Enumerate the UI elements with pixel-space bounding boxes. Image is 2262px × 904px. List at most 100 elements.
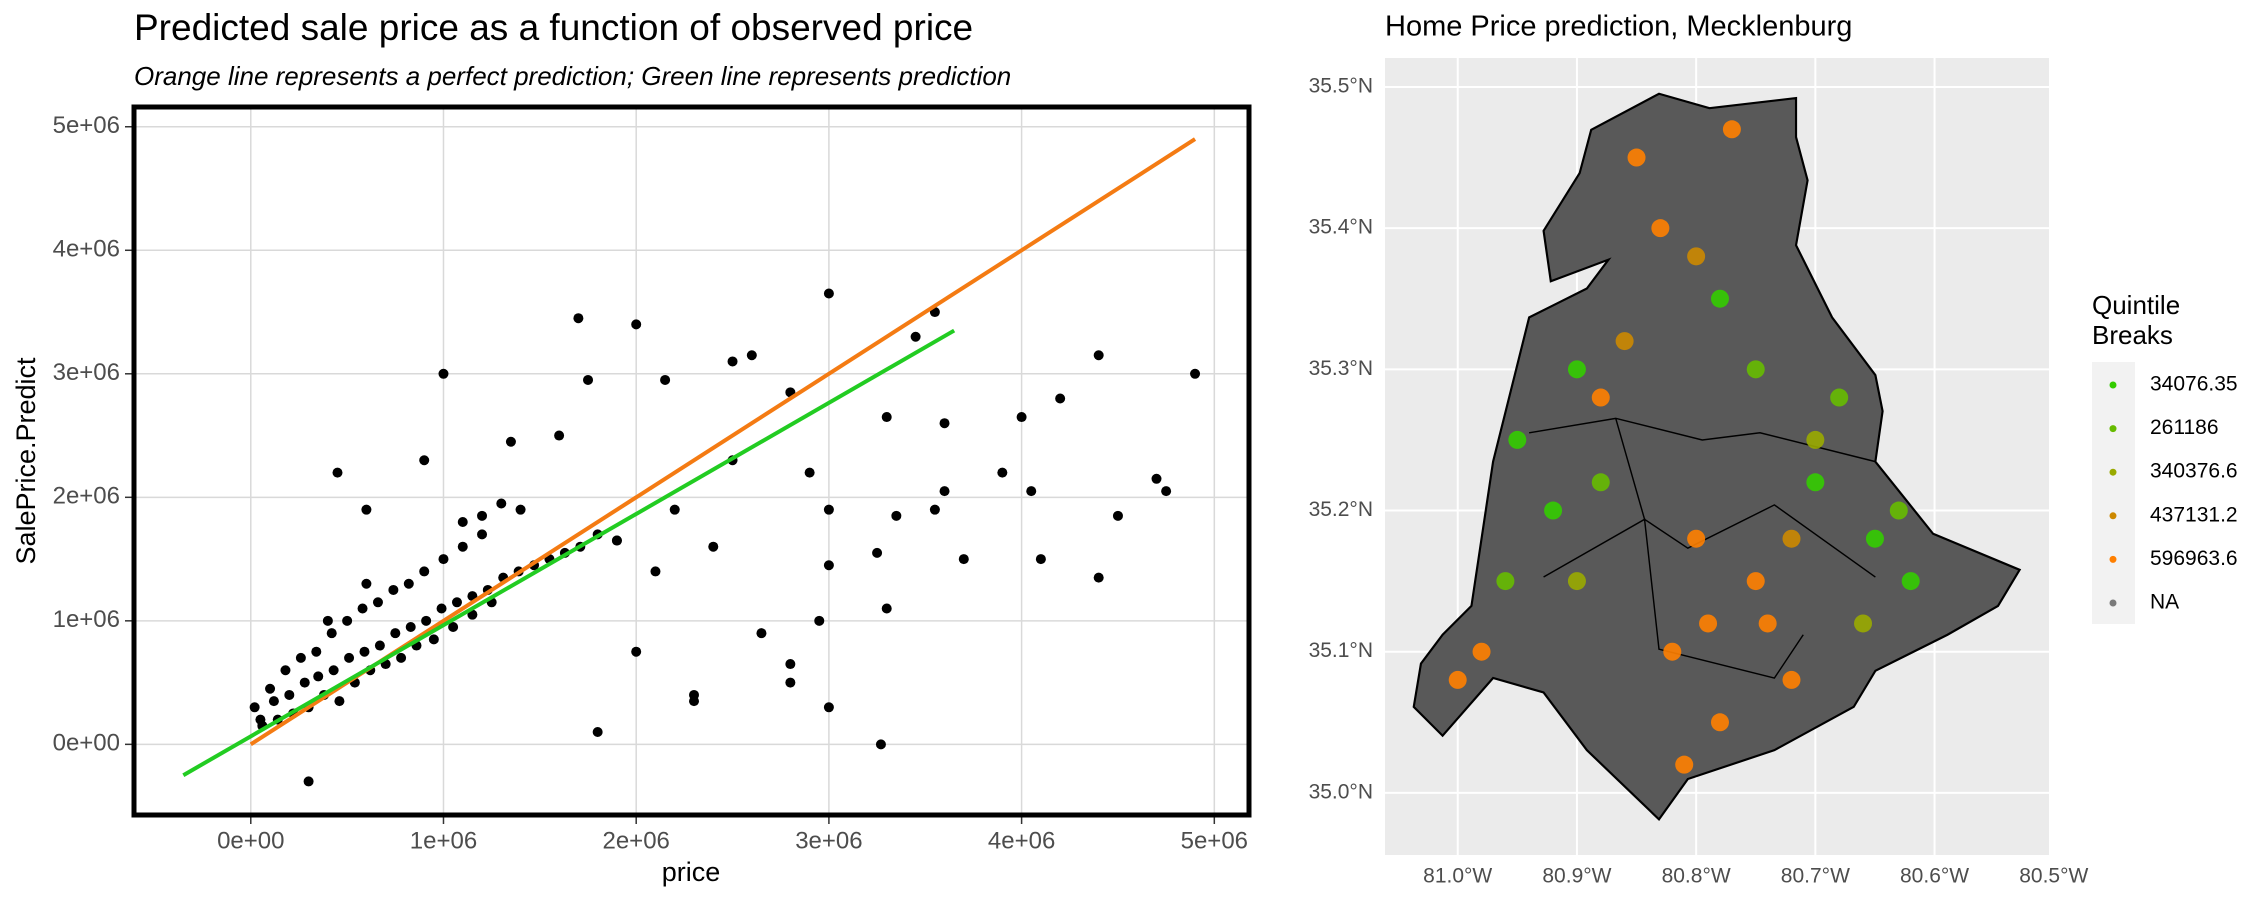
point (311, 646, 322, 657)
x-tick-label: 0e+00 (217, 827, 284, 854)
point (997, 467, 1008, 478)
map-point (1782, 670, 1801, 689)
map-point (1758, 614, 1777, 633)
point (428, 634, 439, 645)
boundary (1529, 417, 1876, 463)
map-point (1901, 572, 1920, 591)
x-tick-label: 1e+06 (410, 827, 477, 854)
map-point (1448, 670, 1467, 689)
boundary (1615, 418, 1876, 578)
point (515, 504, 526, 515)
map-point (1710, 289, 1729, 308)
point (361, 578, 372, 589)
point (1190, 368, 1201, 379)
map-point (1567, 360, 1586, 379)
map-point (1746, 572, 1765, 591)
point (1016, 412, 1027, 423)
point (457, 541, 468, 552)
x-tick-label: 80.5°W (2019, 865, 2088, 888)
map-point (1591, 473, 1610, 492)
point (554, 430, 565, 441)
point (823, 504, 834, 515)
y-tick-label: 35.1°N (1309, 639, 1373, 662)
point (268, 696, 279, 707)
legend: 34076.35 261186 340376.6 437131.2 596963.6 NA… (2092, 290, 2238, 614)
point (326, 628, 337, 639)
point (265, 683, 276, 694)
chart-subtitle: Orange line represents a perfect predict… (134, 61, 1011, 91)
point (505, 436, 516, 447)
legend-key (2109, 599, 2117, 607)
point (1151, 473, 1162, 484)
point (280, 665, 291, 676)
point (390, 628, 401, 639)
point (334, 696, 345, 707)
map-point (1699, 614, 1718, 633)
map-point (1830, 388, 1849, 407)
point (592, 726, 603, 737)
point (436, 603, 447, 614)
map-point (1687, 529, 1706, 548)
point (374, 640, 385, 651)
map-point (1865, 529, 1884, 548)
fit-line (182, 328, 956, 777)
point (342, 615, 353, 626)
point (823, 288, 834, 299)
y-axis-title: SalePrice.Predict (11, 357, 41, 565)
y-tick-label: 4e+06 (53, 236, 120, 263)
map-point (1806, 430, 1825, 449)
point (910, 331, 921, 342)
x-tick-label: 4e+06 (988, 827, 1055, 854)
map-point (1746, 360, 1765, 379)
map-point (1508, 430, 1527, 449)
map-point (1651, 219, 1670, 238)
point (421, 615, 432, 626)
point (299, 677, 310, 688)
x-tick-label: 80.8°W (1662, 865, 1731, 888)
point (405, 622, 416, 633)
legend-keys (2092, 362, 2135, 624)
point (660, 374, 671, 385)
map-point (1722, 120, 1741, 139)
map-point (1782, 529, 1801, 548)
x-tick-label: 3e+06 (795, 827, 862, 854)
point (357, 603, 368, 614)
point (611, 535, 622, 546)
map-point (1472, 642, 1491, 661)
legend-label: 34076.35 (2150, 373, 2238, 396)
point (457, 517, 468, 528)
legend-key (2109, 425, 2117, 433)
y-tick-label: 35.4°N (1309, 216, 1373, 239)
chart-title: Predicted sale price as a function of ob… (134, 7, 973, 48)
x-axis-title: price (662, 857, 721, 887)
y-tick-label: 35.3°N (1309, 357, 1373, 380)
x-tick-label: 80.7°W (1781, 865, 1850, 888)
point (814, 615, 825, 626)
legend-title: Quintile Breaks (2092, 290, 2180, 350)
point (573, 313, 584, 324)
point (396, 652, 407, 663)
point (583, 374, 594, 385)
point (1026, 486, 1037, 497)
y-tick-label: 35.2°N (1309, 498, 1373, 521)
point (344, 652, 355, 663)
point (477, 529, 488, 540)
point (388, 584, 399, 595)
point (823, 702, 834, 713)
point (359, 646, 370, 657)
map-point (1854, 614, 1873, 633)
county-shape (1412, 92, 2022, 822)
point (332, 467, 343, 478)
point (1055, 393, 1066, 404)
point (891, 510, 902, 521)
y-tick-label: 35.0°N (1309, 780, 1373, 803)
point (322, 615, 333, 626)
point (419, 455, 430, 466)
point (328, 665, 339, 676)
map-point (1496, 572, 1515, 591)
map-point (1663, 642, 1682, 661)
map-points (1448, 120, 1920, 774)
x-tick-label: 81.0°W (1423, 865, 1492, 888)
point (881, 412, 892, 423)
point (295, 652, 306, 663)
